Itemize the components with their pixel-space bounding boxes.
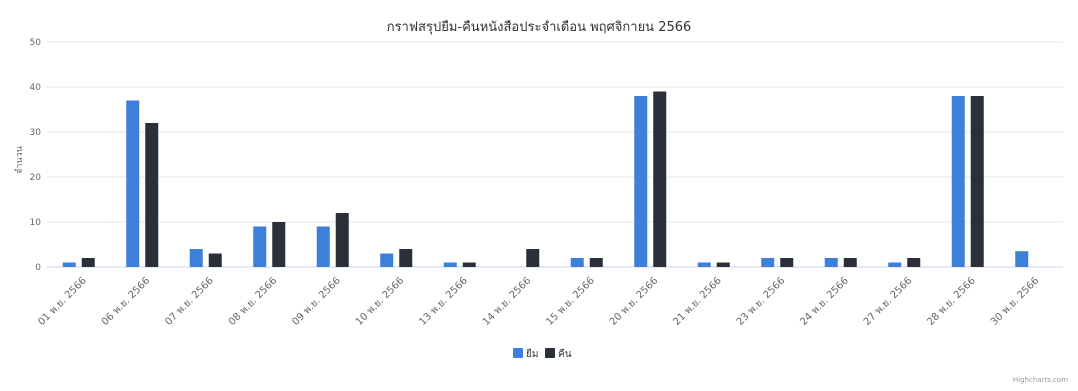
x-tick-label: 01 พ.ย. 2566 bbox=[36, 275, 89, 328]
bar-return[interactable] bbox=[335, 213, 349, 267]
bar-borrow[interactable] bbox=[570, 258, 584, 267]
bar-return[interactable] bbox=[780, 258, 794, 267]
bar-return[interactable] bbox=[843, 258, 857, 267]
bar-return[interactable] bbox=[526, 249, 540, 267]
legend-label[interactable]: คืน bbox=[558, 348, 572, 360]
bar-borrow[interactable] bbox=[951, 96, 965, 267]
bar-borrow[interactable] bbox=[697, 262, 711, 268]
chart-title: กราฟสรุปยืม-คืนหนังสือประจำเดือน พฤศจิกา… bbox=[387, 19, 692, 35]
y-tick-label: 20 bbox=[30, 173, 42, 183]
x-tick-label: 07 พ.ย. 2566 bbox=[163, 275, 216, 328]
y-tick-label: 50 bbox=[30, 38, 42, 48]
legend-swatch[interactable] bbox=[545, 348, 555, 358]
x-tick-label: 13 พ.ย. 2566 bbox=[417, 275, 470, 328]
bar-borrow[interactable] bbox=[1015, 251, 1029, 267]
bar-borrow[interactable] bbox=[824, 258, 838, 267]
bar-return[interactable] bbox=[81, 258, 95, 267]
bar-return[interactable] bbox=[399, 249, 413, 267]
x-tick-label: 28 พ.ย. 2566 bbox=[925, 275, 978, 328]
x-tick-label: 24 พ.ย. 2566 bbox=[798, 275, 851, 328]
bar-return[interactable] bbox=[145, 123, 159, 267]
bars bbox=[62, 91, 1029, 268]
x-tick-label: 23 พ.ย. 2566 bbox=[735, 275, 788, 328]
legend: ยืม คืน bbox=[513, 348, 572, 360]
bar-return[interactable] bbox=[970, 96, 984, 267]
y-axis-ticks: 0 10 20 30 40 50 bbox=[30, 38, 42, 273]
bar-borrow[interactable] bbox=[126, 100, 140, 268]
y-axis-label: จำนวน bbox=[14, 146, 25, 174]
y-tick-label: 30 bbox=[30, 128, 42, 138]
x-tick-label: 09 พ.ย. 2566 bbox=[290, 275, 343, 328]
bar-return[interactable] bbox=[208, 253, 222, 268]
bar-borrow[interactable] bbox=[253, 226, 267, 268]
bar-borrow[interactable] bbox=[443, 262, 457, 268]
x-tick-label: 08 พ.ย. 2566 bbox=[227, 275, 280, 328]
x-tick-label: 27 พ.ย. 2566 bbox=[862, 275, 915, 328]
bar-return[interactable] bbox=[716, 262, 730, 268]
bar-borrow[interactable] bbox=[888, 262, 902, 268]
bar-return[interactable] bbox=[462, 262, 476, 268]
bar-borrow[interactable] bbox=[189, 249, 203, 267]
x-tick-label: 06 พ.ย. 2566 bbox=[100, 275, 153, 328]
bar-return[interactable] bbox=[653, 91, 667, 268]
x-tick-label: 21 พ.ย. 2566 bbox=[671, 275, 724, 328]
bar-borrow[interactable] bbox=[634, 96, 648, 267]
x-tick-label: 30 พ.ย. 2566 bbox=[989, 275, 1042, 328]
y-tick-label: 10 bbox=[30, 218, 42, 228]
bar-borrow[interactable] bbox=[316, 226, 330, 268]
bar-return[interactable] bbox=[589, 258, 603, 267]
x-tick-label: 20 พ.ย. 2566 bbox=[608, 275, 661, 328]
x-tick-label: 15 พ.ย. 2566 bbox=[544, 275, 597, 328]
y-tick-label: 0 bbox=[35, 263, 41, 273]
legend-swatch[interactable] bbox=[513, 348, 523, 358]
x-axis-ticks: 01 พ.ย. 2566 06 พ.ย. 2566 07 พ.ย. 2566 08 พ… bbox=[36, 275, 1041, 328]
x-tick-label: 10 พ.ย. 2566 bbox=[354, 275, 407, 328]
bar-borrow[interactable] bbox=[761, 258, 775, 267]
legend-label[interactable]: ยืม bbox=[526, 348, 539, 360]
x-tick-label: 14 พ.ย. 2566 bbox=[481, 275, 534, 328]
bar-borrow[interactable] bbox=[380, 253, 394, 268]
grid bbox=[47, 41, 1063, 268]
bar-return[interactable] bbox=[907, 258, 921, 267]
bar-return[interactable] bbox=[272, 222, 286, 267]
bar-borrow[interactable] bbox=[62, 262, 76, 268]
credits-text[interactable]: Highcharts.com bbox=[1013, 376, 1068, 384]
y-tick-label: 40 bbox=[30, 83, 42, 93]
